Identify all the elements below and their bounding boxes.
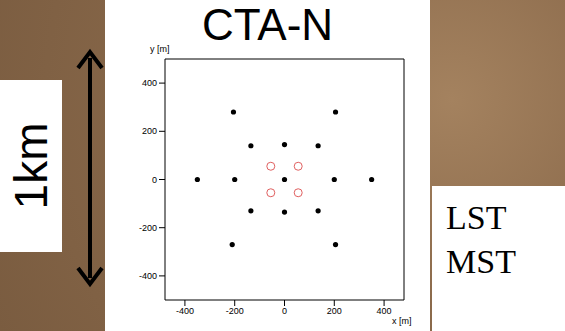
html-text:MST: MST	[446, 243, 516, 280]
svg-text:400: 400	[377, 306, 392, 316]
html-text:CTA-N: CTA-N	[201, 0, 334, 49]
svg-text:-200: -200	[226, 306, 244, 316]
html-text:y [m]: y [m]	[150, 44, 170, 54]
svg-text:-200: -200	[139, 223, 157, 233]
svg-text:-400: -400	[176, 306, 194, 316]
svg-text:0: 0	[282, 306, 287, 316]
html-text:LST: LST	[446, 199, 507, 236]
svg-text:400: 400	[142, 78, 157, 88]
svg-text:0: 0	[152, 175, 157, 185]
html-text:1km: 1km	[5, 122, 57, 210]
svg-text:200: 200	[327, 306, 342, 316]
svg-text:-400: -400	[139, 271, 157, 281]
svg-text:200: 200	[142, 126, 157, 136]
html-text:x [m]: x [m]	[392, 316, 412, 326]
